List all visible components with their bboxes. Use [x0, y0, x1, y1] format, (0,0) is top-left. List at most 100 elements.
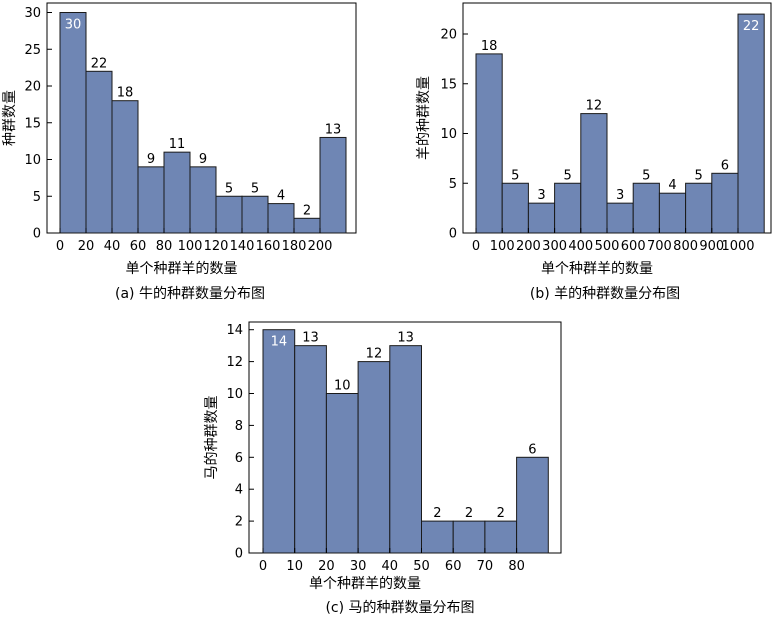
y-tick-label: 2 [235, 515, 243, 530]
x-tick-label: 80 [156, 239, 173, 254]
y-tick-label: 10 [24, 153, 41, 168]
x-tick-label: 700 [647, 239, 672, 254]
y-tick-label: 15 [24, 116, 41, 131]
bar-9 [711, 172, 739, 234]
y-tick-label: 4 [235, 483, 243, 498]
x-tick-label: 120 [204, 239, 229, 254]
x-tick-label: 100 [490, 239, 515, 254]
y-tick-label: 0 [235, 547, 243, 562]
data-label: 4 [668, 178, 676, 193]
y-tick-label: 14 [226, 323, 243, 338]
y-tick-label: 10 [226, 387, 243, 402]
data-label: 5 [695, 168, 703, 183]
x-tick-label: 180 [282, 239, 307, 254]
panel-caption: (c) 马的种群数量分布图 [325, 600, 474, 616]
data-label: 4 [277, 189, 285, 204]
data-label: 30 [65, 18, 82, 33]
data-label: 11 [169, 137, 186, 152]
data-label: 5 [642, 168, 650, 183]
data-label: 2 [433, 506, 441, 521]
panel-caption: (a) 牛的种群数量分布图 [115, 286, 265, 302]
bar-2 [527, 202, 556, 234]
x-tick-label: 600 [621, 239, 646, 254]
bar-8 [267, 203, 295, 234]
bar-4 [580, 113, 608, 234]
data-label: 3 [537, 188, 545, 203]
data-label: 5 [251, 181, 259, 196]
bar-4 [163, 151, 191, 234]
x-axis-title: 单个种群羊的数量 [541, 261, 653, 277]
x-tick-label: 10 [286, 559, 303, 574]
data-label: 22 [743, 19, 760, 34]
x-tick-label: 40 [382, 559, 399, 574]
y-tick-label: 25 [24, 43, 41, 58]
data-label: 13 [397, 331, 414, 346]
bar-2 [325, 393, 359, 554]
x-tick-label: 900 [699, 239, 724, 254]
y-axis-title: 羊的种群数量 [416, 76, 432, 160]
bar-5 [421, 520, 454, 554]
bar-3 [357, 361, 391, 554]
bar-5 [189, 166, 217, 234]
bar-0 [262, 329, 296, 554]
x-tick-label: 1000 [721, 239, 754, 254]
x-tick-label: 200 [308, 239, 333, 254]
x-tick-label: 0 [472, 239, 480, 254]
bar-6 [632, 182, 660, 234]
y-tick-label: 5 [449, 177, 457, 192]
bar-0 [475, 53, 503, 234]
x-tick-label: 100 [178, 239, 203, 254]
x-tick-label: 60 [130, 239, 147, 254]
data-label: 12 [586, 99, 603, 114]
data-label: 2 [497, 506, 505, 521]
bar-4 [389, 345, 422, 554]
x-tick-label: 300 [542, 239, 567, 254]
data-label: 10 [334, 379, 351, 394]
x-tick-label: 400 [568, 239, 593, 254]
x-tick-label: 80 [508, 559, 525, 574]
x-axis-title: 单个种群羊的数量 [309, 576, 421, 592]
x-tick-label: 800 [673, 239, 698, 254]
data-label: 6 [528, 442, 536, 457]
bar-7 [484, 520, 518, 554]
bar-7 [658, 192, 687, 234]
y-tick-label: 0 [33, 227, 41, 242]
bar-9 [293, 217, 321, 234]
y-tick-label: 0 [449, 227, 457, 242]
data-label: 2 [465, 506, 473, 521]
x-tick-label: 60 [445, 559, 462, 574]
data-label: 13 [302, 331, 319, 346]
y-tick-label: 15 [440, 77, 457, 92]
bar-7 [241, 195, 269, 234]
data-label: 6 [721, 158, 729, 173]
y-axis-title: 马的种群数量 [204, 396, 220, 480]
x-tick-label: 40 [104, 239, 121, 254]
x-tick-label: 160 [256, 239, 281, 254]
data-label: 2 [303, 203, 311, 218]
x-tick-label: 0 [56, 239, 64, 254]
bar-5 [606, 202, 634, 234]
x-tick-label: 30 [350, 559, 367, 574]
data-label: 5 [511, 168, 519, 183]
data-label: 18 [117, 86, 134, 101]
y-tick-label: 5 [33, 190, 41, 205]
bar-1 [85, 70, 113, 234]
data-label: 3 [616, 188, 624, 203]
y-tick-label: 10 [440, 127, 457, 142]
data-label: 9 [147, 152, 155, 167]
x-tick-label: 500 [595, 239, 620, 254]
data-label: 14 [271, 335, 288, 350]
data-label: 9 [199, 152, 207, 167]
x-tick-label: 70 [477, 559, 494, 574]
x-tick-label: 0 [259, 559, 267, 574]
bar-1 [294, 345, 327, 554]
bar-8 [685, 182, 713, 234]
x-tick-label: 200 [516, 239, 541, 254]
bar-1 [501, 182, 529, 234]
y-tick-label: 20 [24, 80, 41, 95]
y-tick-label: 6 [235, 451, 243, 466]
x-tick-label: 20 [78, 239, 95, 254]
bar-10 [319, 136, 347, 234]
